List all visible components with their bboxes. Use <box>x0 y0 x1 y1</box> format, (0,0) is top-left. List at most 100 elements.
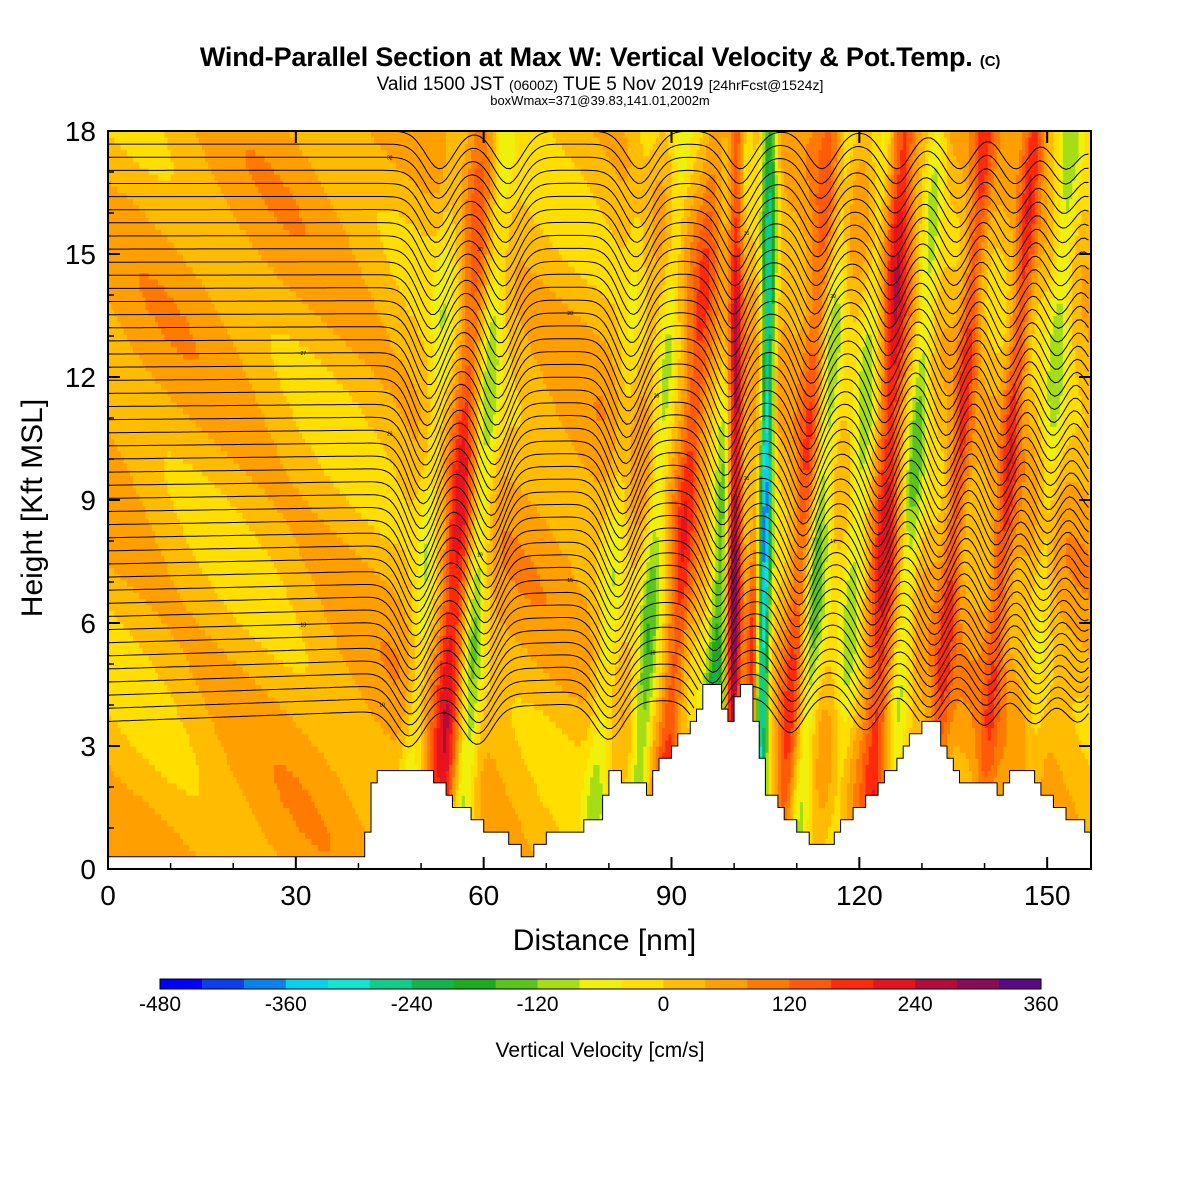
valid-prefix: Valid 1500 JST <box>376 74 504 95</box>
velocity-cell <box>577 167 582 274</box>
velocity-cell <box>1000 444 1004 599</box>
velocity-cell <box>198 690 203 858</box>
velocity-cell <box>596 764 601 852</box>
velocity-cell <box>646 690 651 722</box>
velocity-cell <box>931 297 936 353</box>
velocity-cell <box>856 131 860 169</box>
velocity-cell <box>596 395 601 421</box>
velocity-cell <box>756 456 760 630</box>
velocity-cell <box>931 561 936 606</box>
velocity-cell <box>1025 161 1029 206</box>
velocity-cell <box>865 131 870 175</box>
velocity-cell <box>355 512 360 556</box>
velocity-cell <box>392 647 397 686</box>
velocity-cell <box>993 690 998 747</box>
velocity-cell <box>292 487 297 538</box>
velocity-cell <box>239 623 244 667</box>
velocity-cell <box>536 604 541 667</box>
velocity-cell <box>349 247 353 347</box>
velocity-cell <box>530 131 535 218</box>
velocity-cell <box>327 198 331 329</box>
velocity-cell <box>345 666 350 796</box>
velocity-cell <box>295 204 300 237</box>
velocity-cell <box>273 174 278 218</box>
velocity-cell <box>759 210 763 249</box>
velocity-cell <box>1075 481 1080 538</box>
velocity-cell <box>123 782 128 869</box>
velocity-cell <box>586 327 591 470</box>
velocity-cell <box>176 131 181 255</box>
velocity-cell <box>712 579 716 618</box>
velocity-cell <box>339 493 344 538</box>
velocity-cell <box>471 573 475 599</box>
velocity-cell <box>921 352 926 476</box>
x-tick-label: 60 <box>468 880 499 911</box>
velocity-cell <box>142 758 147 802</box>
velocity-cell <box>655 696 660 722</box>
velocity-cell <box>524 598 529 649</box>
velocity-cell <box>724 413 729 520</box>
velocity-cell <box>737 198 741 249</box>
velocity-cell <box>943 690 948 722</box>
velocity-cell <box>111 770 115 864</box>
velocity-cell <box>781 647 785 686</box>
theta-contour <box>108 612 1089 671</box>
velocity-cell <box>762 647 767 729</box>
velocity-cell <box>718 481 723 636</box>
velocity-cell <box>574 167 579 274</box>
theta-contour <box>108 376 1089 440</box>
velocity-cell <box>934 426 939 526</box>
velocity-cell <box>859 709 864 741</box>
velocity-cell <box>702 561 707 612</box>
velocity-cell <box>427 235 432 397</box>
velocity-cell <box>1022 155 1026 194</box>
velocity-cell <box>918 395 923 470</box>
velocity-cell <box>1009 653 1014 802</box>
velocity-cell <box>1065 629 1070 790</box>
velocity-cell <box>768 678 773 815</box>
velocity-cell <box>508 180 513 224</box>
velocity-cell <box>715 315 720 360</box>
velocity-cell <box>349 549 353 673</box>
velocity-cell <box>580 174 585 280</box>
velocity-cell <box>533 604 538 661</box>
velocity-cell <box>170 161 175 175</box>
velocity-cell <box>114 721 118 778</box>
velocity-cell <box>442 321 447 378</box>
velocity-cell <box>158 284 162 329</box>
velocity-cell <box>433 235 438 274</box>
velocity-cell <box>270 167 275 212</box>
velocity-cell <box>389 346 394 397</box>
velocity-cell <box>311 512 316 581</box>
velocity-cell <box>383 450 388 538</box>
velocity-cell <box>223 198 228 329</box>
velocity-cell <box>1040 297 1045 458</box>
velocity-cell <box>818 131 823 151</box>
velocity-cell <box>1065 131 1070 212</box>
velocity-cell <box>298 555 303 630</box>
velocity-cell <box>583 696 588 741</box>
velocity-cell <box>311 167 316 310</box>
velocity-cell <box>552 536 557 679</box>
velocity-cell <box>612 641 616 686</box>
velocity-cell <box>687 217 691 274</box>
velocity-cell <box>1078 395 1083 427</box>
velocity-cell <box>665 702 669 741</box>
velocity-cell <box>198 426 203 470</box>
velocity-cell <box>399 290 403 360</box>
velocity-cell <box>233 776 237 869</box>
colorbar-swatch <box>831 979 874 989</box>
velocity-cell <box>1050 500 1055 636</box>
velocity-cell <box>655 260 660 317</box>
theta-contour-label: 28 <box>567 311 573 317</box>
velocity-cell <box>943 567 948 593</box>
velocity-cell <box>308 795 313 839</box>
x-tick-label: 120 <box>836 880 883 911</box>
velocity-cell <box>471 549 475 575</box>
velocity-cell <box>699 340 704 384</box>
velocity-cell <box>677 131 682 187</box>
velocity-cell <box>984 174 989 200</box>
velocity-cell <box>154 813 159 869</box>
velocity-cell <box>430 235 435 298</box>
velocity-cell <box>364 561 369 704</box>
